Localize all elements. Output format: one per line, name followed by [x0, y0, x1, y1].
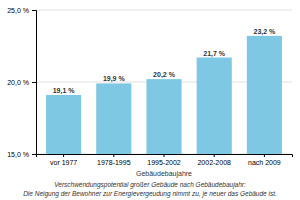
- y-tick: 15,0 %: [7, 151, 36, 158]
- x-tick-label: 1978-1995: [97, 159, 131, 166]
- bar: [197, 58, 232, 154]
- grid: [36, 10, 292, 154]
- value-labels: 19,1 % 19,9 % 20,2 % 21,7 % 23,2 %: [53, 28, 276, 95]
- x-tick: 2002-2008: [197, 154, 231, 166]
- x-axis-line: [37, 155, 293, 158]
- x-tick-label: nach 2009: [248, 159, 281, 166]
- y-axis-line: [32, 11, 37, 155]
- value-label: 20,2 %: [153, 71, 176, 79]
- bar: [247, 36, 282, 154]
- subtitle: Die Neigung der Bewohner zur Energieverg…: [23, 190, 277, 198]
- x-tick-label: vor 1977: [50, 159, 77, 166]
- value-label: 19,1 %: [53, 87, 76, 95]
- x-axis-title: Gebäudebaujahre: [136, 170, 192, 178]
- y-tick: 20,0 %: [7, 79, 36, 86]
- y-tick-label: 20,0 %: [7, 79, 29, 86]
- y-tick-mark: [32, 82, 36, 83]
- plot-area: 15,0 % 20,0 % 25,0 % vor 1977 1978-1995 1995-…: [7, 7, 292, 166]
- bar: [96, 83, 131, 154]
- x-tick-mark: [214, 154, 215, 157]
- x-tick-label: 1995-2002: [147, 159, 181, 166]
- x-tick: 1995-2002: [147, 154, 181, 166]
- grid-line: [36, 10, 292, 11]
- y-tick-mark: [32, 10, 36, 11]
- bars: [46, 36, 282, 154]
- value-label: 23,2 %: [253, 28, 276, 36]
- x-axis: vor 1977 1978-1995 1995-2002 2002-2008 nach …: [37, 154, 293, 166]
- y-tick-label: 25,0 %: [7, 7, 29, 14]
- value-label: 19,9 %: [103, 75, 126, 83]
- y-tick-label: 15,0 %: [7, 151, 29, 158]
- x-tick: vor 1977: [50, 154, 77, 166]
- x-tick-mark: [164, 154, 165, 157]
- x-tick-mark: [113, 154, 114, 157]
- bar: [46, 95, 81, 154]
- chart-svg: 15,0 % 20,0 % 25,0 % vor 1977 1978-1995 1995-…: [0, 0, 300, 200]
- y-tick-mark: [32, 154, 36, 155]
- value-label: 21,7 %: [203, 50, 226, 58]
- chart-container: 15,0 % 20,0 % 25,0 % vor 1977 1978-1995 1995-…: [0, 0, 300, 200]
- bar: [146, 79, 181, 154]
- x-tick: nach 2009: [248, 154, 281, 166]
- y-tick: 25,0 %: [7, 7, 36, 14]
- x-tick-mark: [63, 154, 64, 157]
- y-axis: 15,0 % 20,0 % 25,0 %: [7, 7, 36, 158]
- x-tick-label: 2002-2008: [197, 159, 231, 166]
- x-tick: 1978-1995: [97, 154, 131, 166]
- title: Verschwendungspotential großer Gebäude n…: [54, 181, 246, 189]
- x-tick-mark: [264, 154, 265, 157]
